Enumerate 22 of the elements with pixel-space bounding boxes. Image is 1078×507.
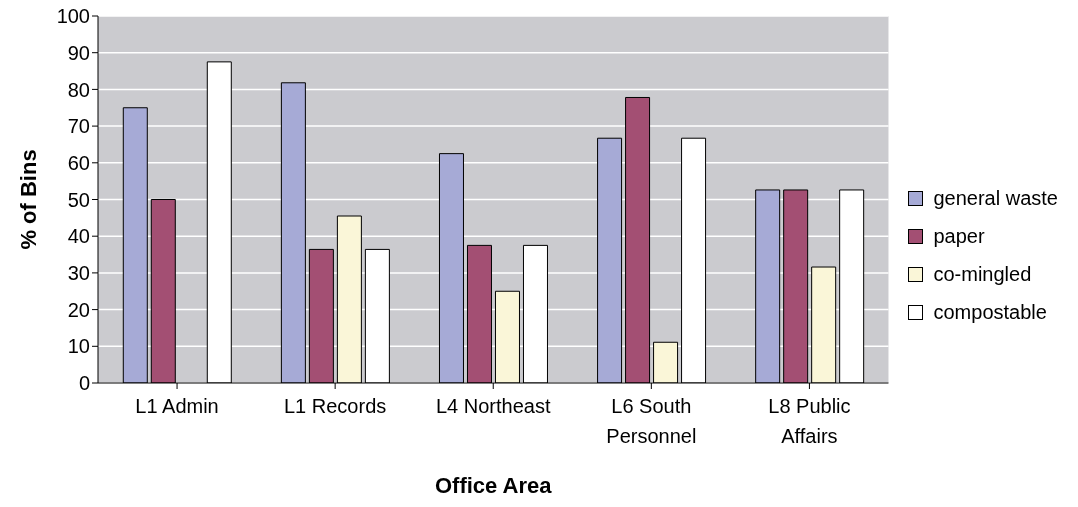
y-tick-label: 50	[67, 188, 90, 211]
y-tick-label: 20	[67, 298, 90, 321]
x-tick-label: L1 Records	[284, 395, 387, 417]
x-tick-label: L8 Public Affairs	[768, 395, 851, 447]
x-tick-label: L6 South Personnel	[606, 395, 697, 447]
y-tick-label: 80	[67, 78, 90, 101]
y-tick-label: 90	[67, 41, 90, 64]
y-tick-label: 60	[67, 151, 90, 174]
x-tick-label: L4 Northeast	[435, 395, 551, 417]
x-tick-label: L1 Admin	[135, 395, 219, 417]
y-tick-label: 100	[56, 5, 90, 28]
y-tick-label: 40	[67, 225, 90, 248]
legend-label: co-mingled	[933, 263, 1032, 286]
y-tick-label: 10	[67, 335, 90, 358]
y-tick-label: 0	[78, 372, 90, 395]
x-axis-title: Office Area	[434, 473, 553, 498]
legend-label: general waste	[933, 187, 1058, 210]
legend-label: paper	[933, 225, 985, 248]
y-axis-title: % of Bins	[15, 149, 41, 250]
y-tick-label: 30	[67, 262, 90, 284]
legend-label: compostable	[933, 301, 1047, 324]
y-tick-label: 70	[67, 115, 90, 138]
